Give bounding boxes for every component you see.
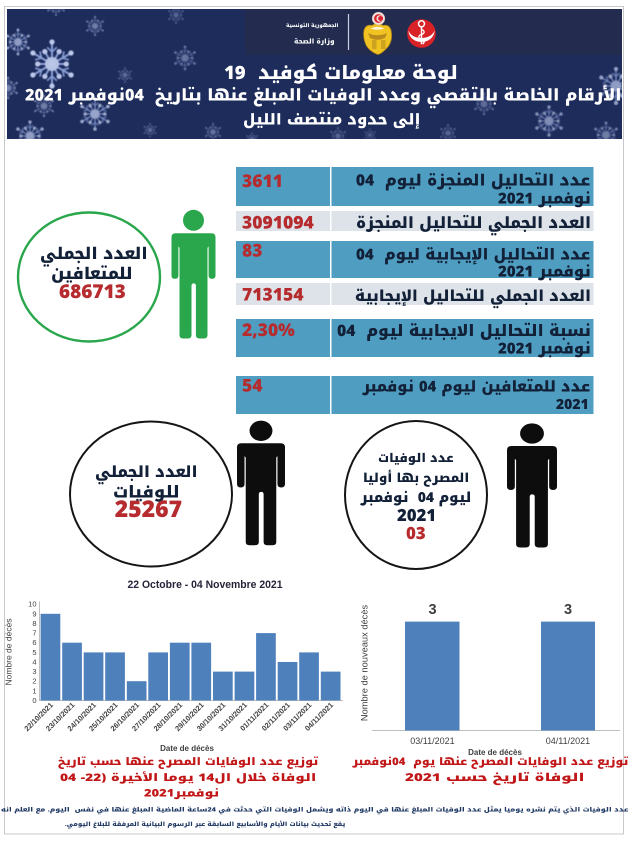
svg-text:6: 6 <box>32 638 36 647</box>
svg-text:4: 4 <box>32 658 36 667</box>
svg-text:3: 3 <box>564 602 572 618</box>
svg-text:9: 9 <box>32 609 36 618</box>
svg-text:Date de décès: Date de décès <box>468 748 522 757</box>
svg-text:7: 7 <box>32 629 36 638</box>
svg-text:Nombre de décès: Nombre de décès <box>4 618 14 685</box>
svg-text:3: 3 <box>428 602 436 618</box>
svg-text:04/11/2021: 04/11/2021 <box>546 736 590 746</box>
svg-text:0: 0 <box>32 696 36 705</box>
svg-text:3: 3 <box>32 667 36 676</box>
svg-text:8: 8 <box>32 619 36 628</box>
svg-text:Nombre de nouveaux décès: Nombre de nouveaux décès <box>360 605 370 722</box>
svg-text:03/11/2021: 03/11/2021 <box>410 736 454 746</box>
svg-text:1: 1 <box>32 686 36 695</box>
svg-text:Date de décès: Date de décès <box>160 744 214 753</box>
svg-text:5: 5 <box>32 648 36 657</box>
svg-text:2: 2 <box>32 677 36 686</box>
svg-text:22 Octobre - 04 Novembre 2021: 22 Octobre - 04 Novembre 2021 <box>128 579 283 591</box>
svg-text:10: 10 <box>28 600 36 609</box>
